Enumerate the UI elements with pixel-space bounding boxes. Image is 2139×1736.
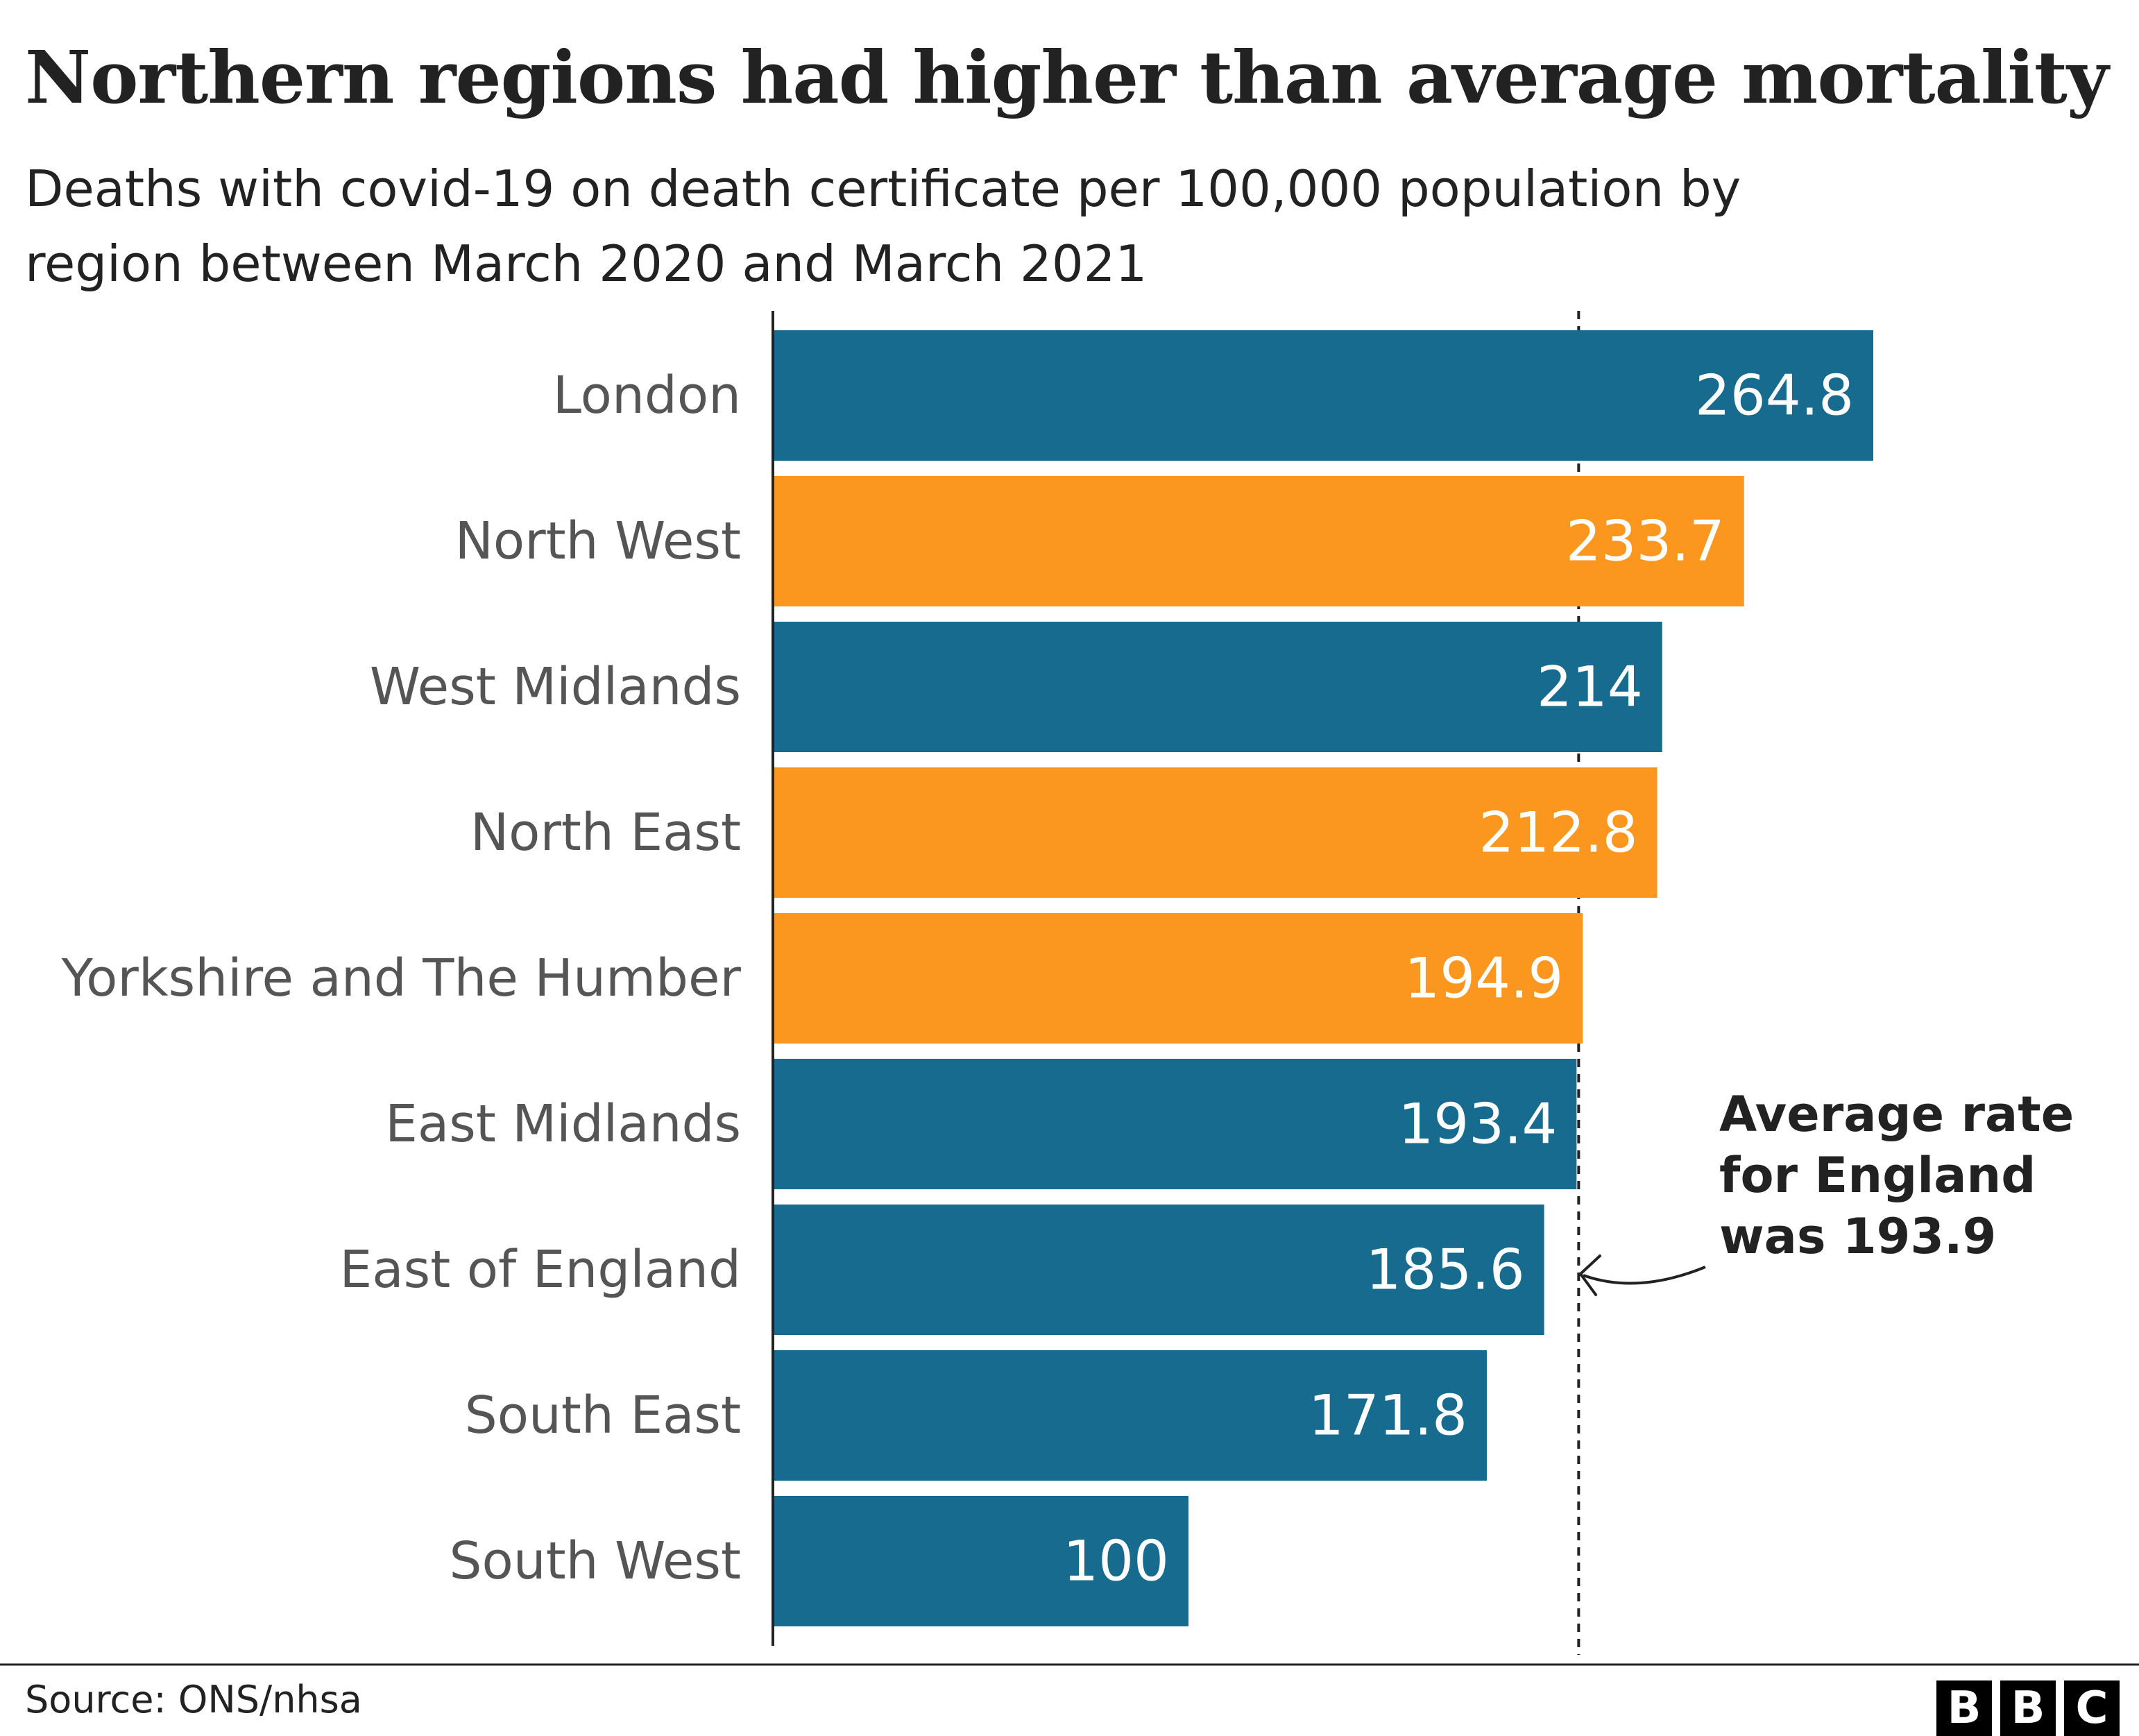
category-label: East Midlands (385, 1094, 741, 1154)
chart-title: Northern regions had higher than average… (25, 35, 2108, 120)
annotation-arrowhead (1579, 1254, 1601, 1296)
data-label: 100 (1063, 1529, 1169, 1594)
category-label: South East (465, 1386, 741, 1445)
bar (773, 330, 1873, 461)
bar (773, 1496, 1188, 1626)
bar (773, 1059, 1577, 1189)
category-label: North East (470, 803, 741, 862)
bar (773, 622, 1662, 752)
bar (773, 476, 1744, 606)
category-label: Yorkshire and The Humber (61, 948, 742, 1008)
bar (773, 913, 1583, 1044)
data-label: 212.8 (1479, 801, 1638, 865)
category-label: East of England (340, 1240, 741, 1300)
data-label: 193.4 (1398, 1092, 1557, 1157)
data-label: 185.6 (1366, 1238, 1525, 1302)
logo-letter-2: B (2000, 1680, 2056, 1736)
category-label: South West (449, 1531, 741, 1591)
chart-subtitle: Deaths with covid-19 on death certificat… (25, 160, 1741, 293)
annotation-arrow (1583, 1266, 1706, 1285)
annotation-text: for England (1719, 1147, 2036, 1204)
logo-letter-1: B (1936, 1680, 1992, 1736)
data-label: 233.7 (1566, 509, 1725, 574)
annotation-text: Average rate (1719, 1086, 2074, 1143)
source-note: Source: ONS/nhsa (25, 1678, 362, 1721)
category-label: West Midlands (370, 657, 741, 717)
logo-letter-3: C (2064, 1680, 2120, 1736)
data-label: 171.8 (1309, 1384, 1467, 1448)
bbc-logo: B B C (1936, 1680, 2120, 1736)
category-label: London (553, 366, 741, 425)
bar (773, 1205, 1544, 1335)
annotation-text: was 193.9 (1719, 1208, 1996, 1265)
data-label: 194.9 (1404, 946, 1563, 1011)
category-label: North West (455, 511, 741, 571)
data-label: 264.8 (1695, 364, 1854, 428)
bar (773, 1350, 1487, 1481)
data-label: 214 (1537, 655, 1643, 720)
bar (773, 767, 1657, 898)
